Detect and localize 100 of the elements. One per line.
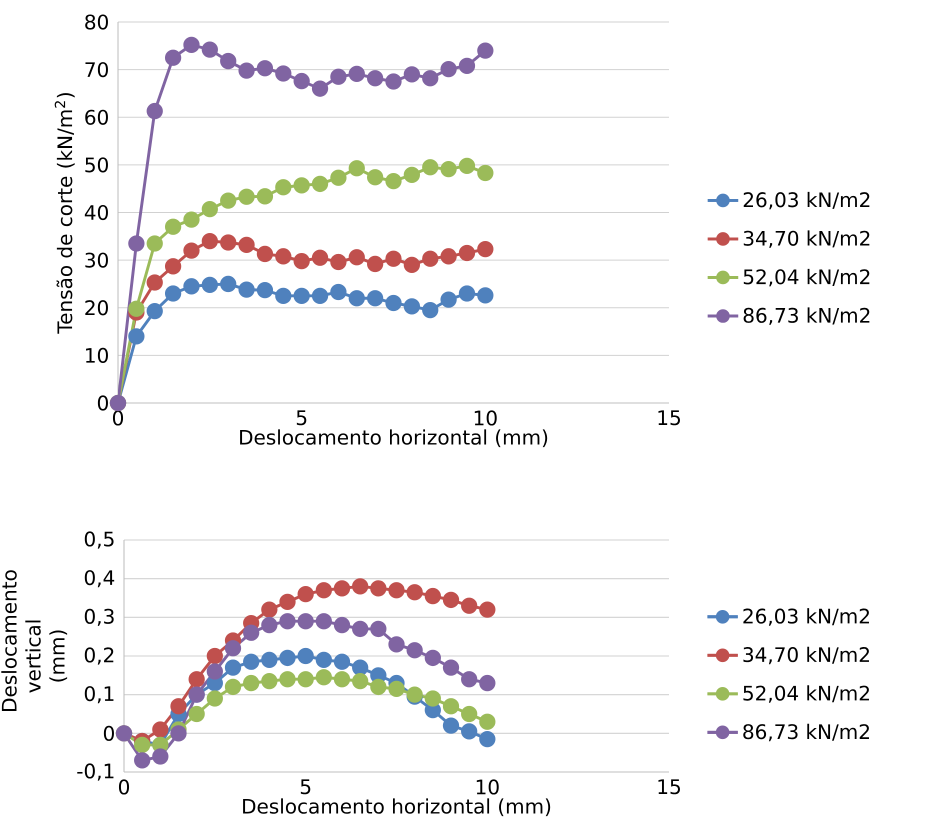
point (479, 714, 496, 730)
point (170, 725, 187, 742)
point (316, 669, 332, 686)
point (348, 160, 365, 176)
point (220, 192, 236, 209)
point (294, 72, 310, 90)
point (352, 620, 368, 638)
point (294, 252, 310, 270)
point (440, 292, 457, 308)
point (256, 60, 274, 76)
point (243, 654, 260, 670)
point (279, 650, 296, 666)
point (334, 654, 350, 670)
point (370, 580, 386, 596)
legend-label: 34,70 kN/m2 (744, 230, 870, 248)
y-tick-label: 0,2 (84, 647, 114, 665)
point (146, 302, 163, 320)
y-tick-label: -0,1 (77, 763, 114, 781)
point (164, 258, 182, 274)
point (294, 177, 310, 194)
point (352, 578, 368, 595)
y-tick-label: 50 (85, 157, 108, 172)
point (206, 648, 223, 664)
point (404, 166, 420, 184)
point (367, 70, 384, 86)
point (206, 663, 223, 680)
point (256, 282, 274, 298)
legend-label: 52,04 kN/m2 (744, 268, 870, 286)
point (388, 680, 405, 697)
point (442, 592, 460, 608)
point (370, 678, 386, 696)
point (294, 288, 310, 304)
y-tick-label: 0,3 (84, 608, 114, 626)
point (352, 659, 368, 676)
point (202, 201, 218, 218)
x-tick-label: 0 (118, 779, 130, 795)
point (134, 752, 150, 769)
point (146, 102, 163, 120)
point (348, 249, 365, 266)
point (461, 671, 478, 688)
point (152, 748, 168, 765)
point (458, 244, 476, 262)
point (316, 613, 332, 630)
point (146, 235, 163, 252)
point (202, 276, 218, 294)
point (316, 652, 332, 668)
point (404, 256, 420, 274)
point (442, 717, 460, 734)
y-tick-label: 30 (85, 252, 108, 268)
point (385, 73, 402, 90)
point (183, 278, 200, 294)
point (477, 42, 494, 59)
y-tick-label: 0,4 (84, 570, 114, 588)
point (370, 620, 386, 638)
point (256, 188, 274, 204)
point (238, 282, 255, 298)
point (312, 176, 328, 192)
point (422, 70, 438, 86)
point (479, 601, 496, 618)
point (220, 276, 236, 292)
point (202, 232, 218, 250)
point (243, 624, 260, 641)
point (128, 300, 145, 317)
point (477, 241, 494, 258)
point (312, 80, 328, 97)
point (424, 650, 441, 666)
point (275, 179, 292, 196)
point (298, 648, 314, 664)
point (440, 248, 457, 264)
point (298, 613, 314, 630)
point (461, 723, 478, 740)
point (206, 690, 223, 707)
point (275, 248, 292, 264)
x-tick-label: 10 (476, 779, 499, 795)
legend-label: 86,73 kN/m2 (743, 724, 869, 742)
x-tick-label: 10 (474, 410, 497, 426)
point (388, 582, 405, 598)
point (422, 302, 438, 318)
legend-label: 86,73 kN/m2 (744, 307, 870, 325)
point (422, 250, 438, 267)
legend-label: 26,03 kN/m2 (744, 192, 870, 210)
point (128, 235, 145, 252)
point (422, 159, 438, 176)
point (164, 218, 182, 235)
point (298, 586, 314, 602)
point (261, 601, 278, 618)
point (261, 616, 278, 634)
x-tick-label: 15 (658, 410, 680, 426)
point (442, 659, 460, 676)
point (188, 671, 205, 688)
point (238, 62, 255, 79)
y-tick-label: 20 (85, 300, 108, 316)
point (275, 288, 292, 304)
x-tick-label: 5 (300, 779, 310, 794)
point (367, 256, 384, 272)
point (224, 659, 242, 676)
point (224, 640, 242, 656)
point (458, 285, 476, 302)
legend-label: 34,70 kN/m2 (743, 646, 869, 664)
point (352, 672, 368, 690)
